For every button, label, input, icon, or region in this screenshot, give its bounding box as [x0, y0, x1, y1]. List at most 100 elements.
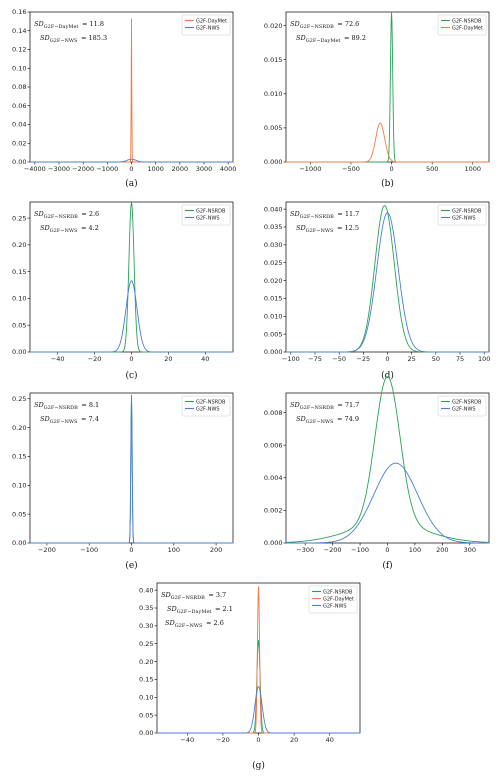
sd-annotation: SDG2F−NWS = 12.5	[296, 224, 359, 234]
y-tick-label: 0.006	[264, 441, 283, 449]
density-line-nsrdb	[285, 376, 490, 543]
sd-annotation: SDG2F−NSRDB = 2.6	[34, 210, 99, 220]
sd-symbol: SD	[290, 401, 300, 409]
panel-caption: (d)	[381, 370, 394, 381]
y-tick-label: 0.15	[12, 453, 26, 461]
sd-symbol: SD	[34, 401, 44, 409]
x-tick-label: 3000	[196, 165, 213, 173]
x-tick-label: −1000	[299, 165, 321, 173]
x-tick-label: 50	[432, 355, 440, 363]
sd-annotation: SDG2F−NSRDB = 71.7	[290, 401, 359, 411]
y-tick-label: 0.02	[12, 139, 26, 147]
x-tick-label: 1000	[464, 165, 481, 173]
sd-value: = 89.2	[342, 34, 366, 42]
sd-annotation: SDG2F−NWS = 74.9	[296, 415, 359, 425]
legend-label: G2F-NWS	[452, 406, 476, 412]
sd-value: = 74.9	[335, 415, 359, 423]
y-tick-label: 0.030	[264, 241, 283, 249]
y-tick-label: 0.05	[12, 510, 26, 518]
legend-label: G2F-DayMet	[196, 18, 227, 24]
y-tick-label: 0.040	[264, 205, 283, 213]
sd-subscript: G2F−NSRDB	[300, 405, 334, 411]
y-tick-label: 0.008	[264, 409, 283, 417]
x-tick-label: −200	[38, 546, 56, 554]
chart-panel-c: −40 −20 0 20 40 0.00 0.05 0.10 0.15 0.20 0.25 G2F-N…	[12, 201, 234, 381]
sd-subscript: G2F−DayMet	[44, 24, 79, 30]
y-tick-label: 0.15	[12, 268, 26, 276]
sd-subscript: G2F−NSRDB	[300, 24, 334, 30]
legend-label: G2F-NSRDB	[323, 589, 353, 595]
y-tick-label: 0.20	[12, 241, 26, 249]
y-tick-label: 0.035	[264, 223, 283, 231]
x-tick-label: −3000	[48, 165, 70, 173]
x-tick-label: 0	[385, 546, 389, 554]
x-tick-label: −2000	[72, 165, 94, 173]
sd-annotation: SDG2F−NSRDB = 72.6	[290, 20, 359, 30]
x-tick-label: −4000	[24, 165, 46, 173]
sd-value: = 72.6	[335, 20, 359, 28]
sd-value: = 4.2	[79, 224, 99, 232]
legend-label: G2F-NSRDB	[452, 399, 482, 405]
y-tick-label: 0.25	[12, 214, 26, 222]
y-tick-label: 0.000	[264, 348, 283, 356]
panel-caption: (e)	[125, 560, 137, 571]
sd-symbol: SD	[34, 20, 44, 28]
y-tick-label: 0.10	[12, 295, 26, 303]
y-tick-label: 0.00	[139, 729, 153, 737]
density-line-nws	[30, 280, 233, 353]
x-tick-label: 40	[326, 736, 334, 744]
x-tick-label: −100	[80, 546, 98, 554]
sd-annotation: SDG2F−NWS = 4.2	[40, 224, 99, 234]
sd-subscript: G2F−NWS	[306, 228, 334, 234]
x-tick-label: −40	[51, 355, 65, 363]
sd-annotation: SDG2F−NWS = 185.3	[40, 34, 107, 44]
x-tick-label: 2000	[172, 165, 189, 173]
y-tick-label: 0.14	[12, 27, 26, 35]
density-line-daymet	[286, 122, 489, 163]
sd-annotation: SDG2F−NSRDB = 11.7	[290, 210, 359, 220]
y-tick-label: 0.20	[139, 658, 153, 666]
sd-value: = 12.5	[335, 224, 359, 232]
sd-symbol: SD	[296, 34, 306, 42]
y-tick-label: 0.00	[12, 348, 26, 356]
sd-symbol: SD	[296, 415, 306, 423]
chart-panel-b: −1000 −500 0 500 1000 0.000 0.005 0.010 0.015 0.0…	[264, 11, 490, 189]
legend-label: G2F-NSRDB	[452, 18, 482, 24]
chart-panel-f: −300 −200 −100 0 100 200 300 0.000 0.002 0.004 0.0…	[264, 376, 490, 571]
sd-subscript: G2F−NSRDB	[44, 214, 78, 220]
sd-value: = 7.4	[79, 415, 99, 423]
sd-symbol: SD	[34, 210, 44, 218]
chart-panel-a: −4000 −3000 −2000 −1000 0 1000 2000 3000 4000 0.0…	[12, 8, 236, 189]
sd-annotation: SDG2F−NSRDB = 8.1	[34, 401, 99, 411]
legend-label: G2F-NWS	[196, 25, 220, 31]
sd-value: = 8.1	[79, 401, 99, 409]
x-tick-label: 0	[256, 736, 260, 744]
x-tick-label: 0	[385, 355, 389, 363]
y-tick-label: 0.05	[12, 321, 26, 329]
y-tick-label: 0.30	[139, 622, 153, 630]
legend-label: G2F-NWS	[196, 215, 220, 221]
y-tick-label: 0.12	[12, 46, 26, 54]
density-line-nws	[30, 158, 233, 163]
x-tick-label: −25	[356, 355, 370, 363]
sd-annotation: SDG2F−DayMet = 89.2	[296, 34, 366, 44]
y-tick-label: 0.20	[12, 424, 26, 432]
sd-subscript: G2F−NWS	[50, 419, 78, 425]
x-tick-label: 300	[464, 546, 476, 554]
sd-symbol: SD	[296, 224, 306, 232]
legend-label: G2F-NSRDB	[452, 208, 482, 214]
sd-annotation: SDG2F−NWS = 7.4	[40, 415, 99, 425]
x-tick-label: 20	[290, 736, 298, 744]
sd-value: = 2.1	[213, 605, 233, 613]
sd-subscript: G2F−DayMet	[306, 38, 341, 44]
y-tick-label: 0.020	[264, 277, 283, 285]
y-tick-label: 0.010	[264, 90, 283, 98]
x-tick-label: 0	[129, 165, 133, 173]
x-tick-label: −500	[342, 165, 360, 173]
sd-value: = 2.6	[204, 619, 224, 627]
